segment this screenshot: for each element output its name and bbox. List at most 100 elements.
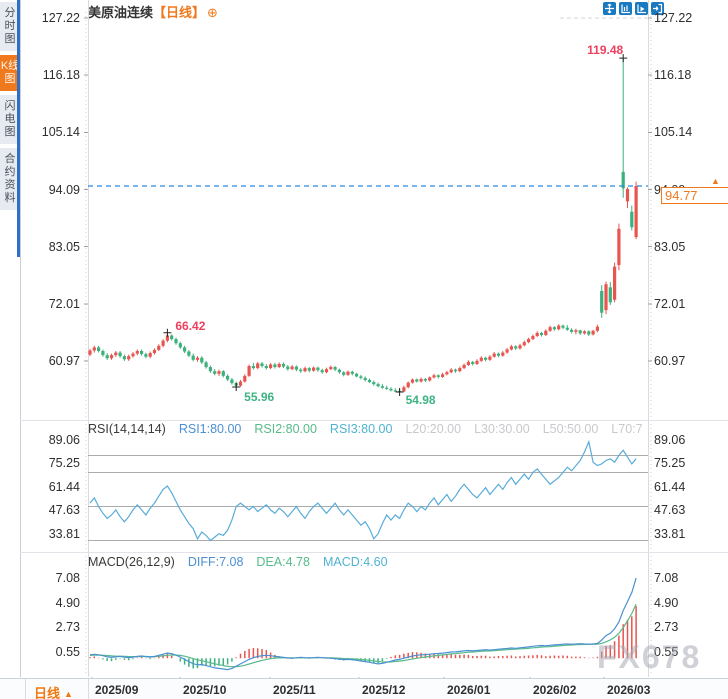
x-axis-date-label: 2026/01 — [447, 683, 491, 697]
candle-body — [522, 342, 526, 346]
dea-line — [89, 603, 637, 668]
axis-label: 33.81 — [48, 527, 80, 541]
axis-play-icon[interactable] — [635, 2, 648, 15]
sidebar-tab-time-chart[interactable]: 分时图 — [0, 2, 20, 51]
candle-body — [423, 378, 427, 381]
candle-body — [367, 380, 372, 383]
indicator-name: MACD(26,12,9) — [88, 555, 175, 569]
exit-right-icon[interactable] — [651, 2, 664, 15]
axis-label: 4.90 — [55, 595, 80, 610]
axis-label: 47.63 — [654, 503, 686, 518]
candle-body — [587, 331, 591, 335]
axis-label: 105.14 — [654, 125, 693, 140]
add-indicator-icon[interactable]: ⊕ — [207, 5, 218, 20]
bottom-divider — [88, 679, 89, 699]
axis-label: 72.01 — [48, 296, 80, 311]
legend-item: L30:30.00 — [474, 422, 530, 436]
axis-scale-icon[interactable] — [619, 2, 632, 15]
candle-body — [466, 361, 470, 365]
axis-label: 116.18 — [654, 68, 692, 83]
axis-label: 60.97 — [48, 354, 80, 368]
candle-body — [496, 353, 501, 356]
candle-body — [135, 351, 139, 354]
x-axis-date-label: 2025/09 — [95, 683, 139, 697]
period-selector[interactable]: 日线 ▲ — [34, 683, 73, 699]
candle-body — [183, 347, 187, 352]
candle-body — [471, 361, 475, 364]
current-price-tag: 94.77 — [661, 187, 728, 204]
diff-line — [89, 577, 637, 671]
candle-body — [419, 378, 423, 382]
candle-body — [630, 211, 634, 228]
candle-body — [226, 375, 230, 380]
chart-header: 美原油连续【日线】 ⊕ — [88, 2, 218, 21]
candle-body — [518, 345, 522, 349]
candle-body — [595, 326, 599, 331]
candle-body — [514, 346, 518, 349]
candle-body — [221, 371, 225, 376]
candle-body — [574, 330, 578, 332]
candle-body — [591, 330, 595, 335]
candle-body — [174, 339, 178, 344]
candle-body — [256, 363, 260, 369]
pan-cross-icon[interactable] — [603, 2, 616, 15]
rsi-line — [89, 439, 637, 542]
candle-body — [527, 339, 531, 343]
sidebar-tab-kline-chart[interactable]: K线图 — [0, 55, 20, 91]
axis-label: 89.06 — [48, 433, 80, 447]
candle-body — [260, 363, 264, 367]
candle-body — [604, 284, 608, 311]
candle-body — [613, 266, 617, 300]
candle-body — [600, 290, 604, 313]
extreme-cross-marker — [619, 54, 628, 63]
legend-item: DEA:4.78 — [256, 555, 310, 569]
candle-body — [294, 366, 298, 370]
candle-body — [320, 370, 324, 373]
sidebar-tab-contract-info[interactable]: 合约资料 — [0, 148, 20, 210]
candle-body — [109, 355, 114, 359]
candle-body — [273, 364, 277, 368]
axis-label: 75.25 — [654, 456, 686, 471]
axis-label: 4.90 — [654, 595, 679, 610]
candle-body — [488, 356, 492, 360]
candle-body — [531, 335, 535, 340]
candle-body — [570, 329, 574, 332]
sidebar-tab-flash-chart[interactable]: 闪电图 — [0, 95, 20, 144]
candle-body — [204, 362, 208, 368]
price-marker-icon: ▲ — [711, 176, 720, 186]
candle-body — [372, 382, 376, 385]
candle-body — [363, 377, 367, 381]
bottom-bar: 日线 ▲ 2025/09 2025/10 2025/11 2025/12 2026/01 2… — [0, 678, 728, 699]
candle-body — [578, 330, 582, 334]
rsi-legend: RSI(14,14,14) RSI1:80.00 RSI2:80.00 RSI3:80… — [88, 422, 646, 436]
candle-body — [299, 369, 303, 372]
axis-label: 72.01 — [654, 296, 686, 311]
candle-body — [634, 186, 638, 238]
candle-body — [251, 366, 255, 369]
candle-body — [625, 188, 630, 202]
legend-item: L50:50.00 — [542, 422, 599, 436]
axis-label: 7.08 — [654, 571, 679, 585]
axis-label: 61.44 — [48, 479, 80, 494]
candle-body — [582, 331, 587, 334]
candle-body — [105, 355, 109, 359]
candle-body — [269, 364, 273, 369]
axis-label: 2.73 — [654, 620, 679, 635]
candle-body — [557, 325, 561, 330]
candle-body — [333, 367, 337, 370]
candle-body — [337, 369, 341, 373]
candle-body — [303, 368, 307, 372]
candle-body — [187, 351, 191, 356]
candle-body — [101, 351, 105, 356]
candle-body — [161, 340, 165, 346]
axis-label: 61.44 — [654, 479, 686, 494]
period-tag[interactable]: 【日线】 — [153, 5, 206, 20]
candle-body — [213, 371, 217, 374]
axis-label: 83.05 — [48, 239, 80, 254]
candle-body — [97, 347, 101, 352]
candle-body — [277, 363, 281, 368]
legend-item: L70:7 — [611, 422, 643, 436]
candle-body — [561, 325, 565, 328]
candle-body — [346, 371, 350, 375]
